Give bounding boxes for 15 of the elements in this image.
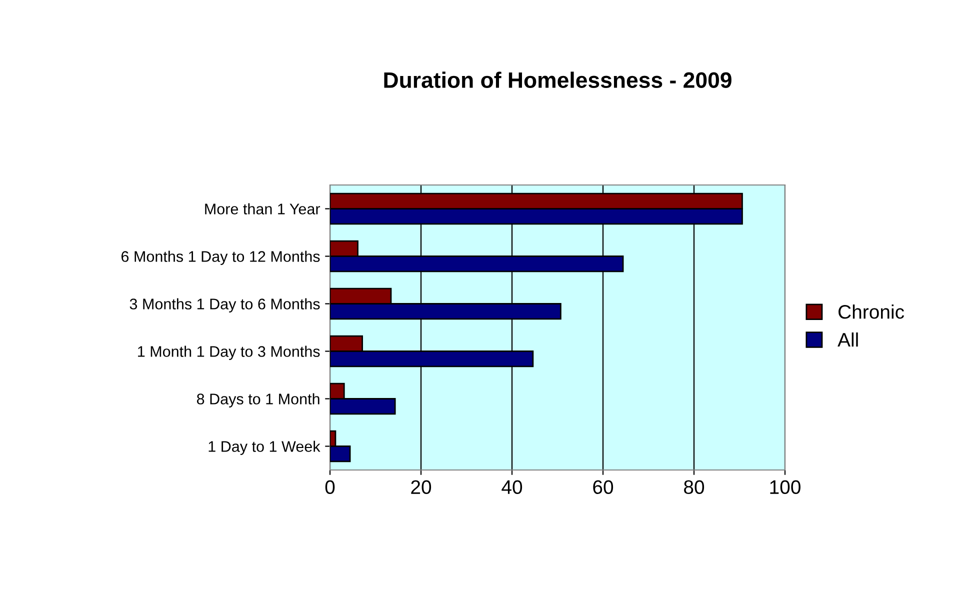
x-tick-label: 0 — [325, 480, 335, 494]
x-tick-label: 60 — [593, 480, 614, 494]
y-tick-label: More than 1 Year — [205, 203, 320, 214]
x-tick-label: 40 — [502, 480, 522, 494]
legend-label: All — [838, 332, 858, 347]
x-tick-label: 20 — [411, 480, 432, 494]
x-tick-label: 80 — [684, 480, 704, 494]
chart-title: Duration of Homelessness - 2009 — [384, 72, 732, 88]
legend-label: Chronic — [838, 304, 904, 319]
y-tick-label: 8 Days to 1 Month — [196, 393, 320, 408]
y-tick-label: 3 Months 1 Day to 6 Months — [130, 298, 320, 312]
x-tick-label: 100 — [770, 480, 800, 494]
y-tick-label: 6 Months 1 Day to 12 Months — [122, 250, 320, 265]
y-tick-label: 1 Month 1 Day to 3 Months — [138, 346, 320, 360]
y-tick-label: 1 Day to 1 Week — [208, 440, 320, 455]
